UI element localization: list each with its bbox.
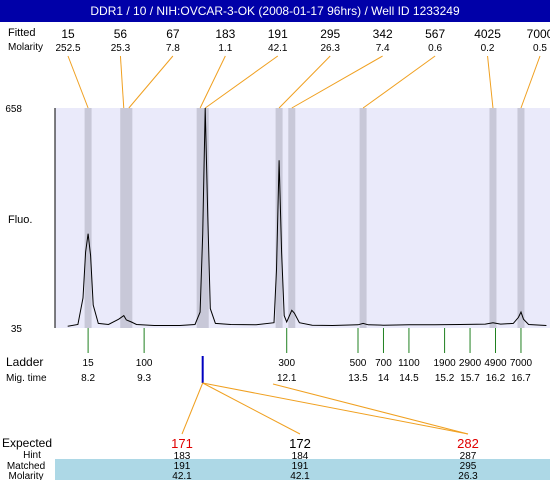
fitted-molarity-label: 252.5 — [55, 43, 80, 54]
fitted-connector — [362, 55, 436, 109]
expected-connector — [181, 382, 204, 435]
fitted-molarity-label: 7.8 — [166, 43, 180, 54]
fitted-size-label: 191 — [268, 27, 288, 41]
fitted-connector — [278, 55, 331, 109]
hint-value: 287 — [460, 451, 477, 462]
molarity-row-label: Molarity — [8, 471, 43, 480]
ladder-time-label: 12.1 — [277, 373, 297, 384]
fitted-molarity-label: 0.6 — [428, 43, 442, 54]
fitted-molarity-label: 25.3 — [111, 43, 131, 54]
ladder-row-label: Ladder — [6, 355, 43, 369]
peak-band — [84, 108, 92, 328]
fitted-molarity-label: 0.5 — [533, 43, 547, 54]
peak-band — [196, 108, 204, 328]
ladder-time-label: 15.2 — [435, 373, 455, 384]
fitted-header-label: Fitted — [8, 27, 36, 39]
ladder-size-label: 700 — [375, 358, 392, 369]
matched-value: 191 — [292, 461, 309, 472]
ladder-size-label: 500 — [350, 358, 367, 369]
fitted-size-label: 567 — [425, 27, 445, 41]
ladder-time-label: 8.2 — [81, 373, 95, 384]
hint-row-label: Hint — [23, 450, 41, 461]
expected-value: 171 — [171, 436, 193, 451]
title-bar: DDR1 / 10 / NIH:OVCAR-3-OK (2008-01-17 9… — [0, 0, 550, 22]
matched-value: 295 — [460, 461, 477, 472]
fitted-molarity-label: 42.1 — [268, 43, 288, 54]
fitted-molarity-label: 0.2 — [481, 43, 495, 54]
hint-value: 183 — [174, 451, 191, 462]
matched-row-highlight — [55, 459, 550, 480]
fitted-connector — [291, 55, 383, 109]
expected-connector — [272, 383, 469, 435]
ladder-time-label: 14 — [378, 373, 390, 384]
peak-band — [120, 108, 128, 328]
ladder-time-label: 13.5 — [348, 373, 368, 384]
fitted-connector — [128, 55, 174, 109]
expected-molarity-value: 42.1 — [172, 471, 192, 480]
fitted-connector — [67, 55, 89, 109]
expected-row-label: Expected — [2, 436, 52, 450]
peak-band — [275, 108, 283, 328]
fitted-size-label: 183 — [215, 27, 235, 41]
fitted-connector — [119, 55, 125, 109]
fitted-connector — [204, 55, 279, 109]
ladder-size-label: 100 — [136, 358, 153, 369]
ladder-size-label: 1900 — [433, 358, 456, 369]
fluorescence-trace — [67, 107, 547, 327]
fitted-connector — [520, 55, 541, 109]
fitted-size-label: 295 — [320, 27, 340, 41]
y-tick-label-bottom: 35 — [11, 324, 23, 335]
fitted-connector — [487, 55, 494, 109]
ladder-time-label: 14.5 — [399, 373, 419, 384]
fitted-molarity-label: 1.1 — [218, 43, 232, 54]
ladder-size-label: 7000 — [510, 358, 533, 369]
peak-band — [489, 108, 497, 328]
expected-molarity-value: 26.3 — [458, 471, 478, 480]
plot-area — [55, 108, 550, 328]
fitted-connector — [199, 55, 226, 109]
fitted-molarity-label: 7.4 — [376, 43, 390, 54]
ladder-size-label: 2900 — [459, 358, 482, 369]
ladder-time-label: 16.7 — [511, 373, 531, 384]
expected-connector — [202, 382, 301, 435]
molarity-header-label: Molarity — [8, 42, 43, 53]
expected-value: 172 — [289, 436, 311, 451]
peak-band — [517, 108, 525, 328]
fitted-size-label: 4025 — [474, 27, 501, 41]
expected-connector — [202, 382, 469, 435]
ladder-size-label: 1100 — [398, 358, 420, 369]
ladder-size-label: 15 — [83, 358, 95, 369]
y-axis-label: Fluo. — [8, 214, 32, 226]
matched-value: 191 — [174, 461, 191, 472]
matched-row-label: Matched — [7, 461, 45, 472]
peak-band — [359, 108, 367, 328]
fitted-size-label: 7000 — [527, 27, 550, 41]
ladder-time-label: 15.7 — [460, 373, 480, 384]
fitted-size-label: 67 — [166, 27, 180, 41]
peak-band — [201, 108, 209, 328]
ladder-size-label: 4900 — [484, 358, 507, 369]
hint-value: 184 — [292, 451, 309, 462]
fitted-molarity-label: 26.3 — [320, 43, 340, 54]
ladder-size-label: 300 — [278, 358, 295, 369]
ladder-time-label: 16.2 — [486, 373, 506, 384]
expected-molarity-value: 42.1 — [290, 471, 310, 480]
y-tick-label-top: 658 — [5, 104, 22, 115]
fitted-size-label: 56 — [114, 27, 128, 41]
peak-band — [288, 108, 296, 328]
fitted-size-label: 15 — [61, 27, 75, 41]
peak-band — [125, 108, 133, 328]
mig-time-row-label: Mig. time — [6, 373, 47, 384]
fitted-size-label: 342 — [373, 27, 393, 41]
expected-value: 282 — [457, 436, 479, 451]
ladder-time-label: 9.3 — [137, 373, 151, 384]
